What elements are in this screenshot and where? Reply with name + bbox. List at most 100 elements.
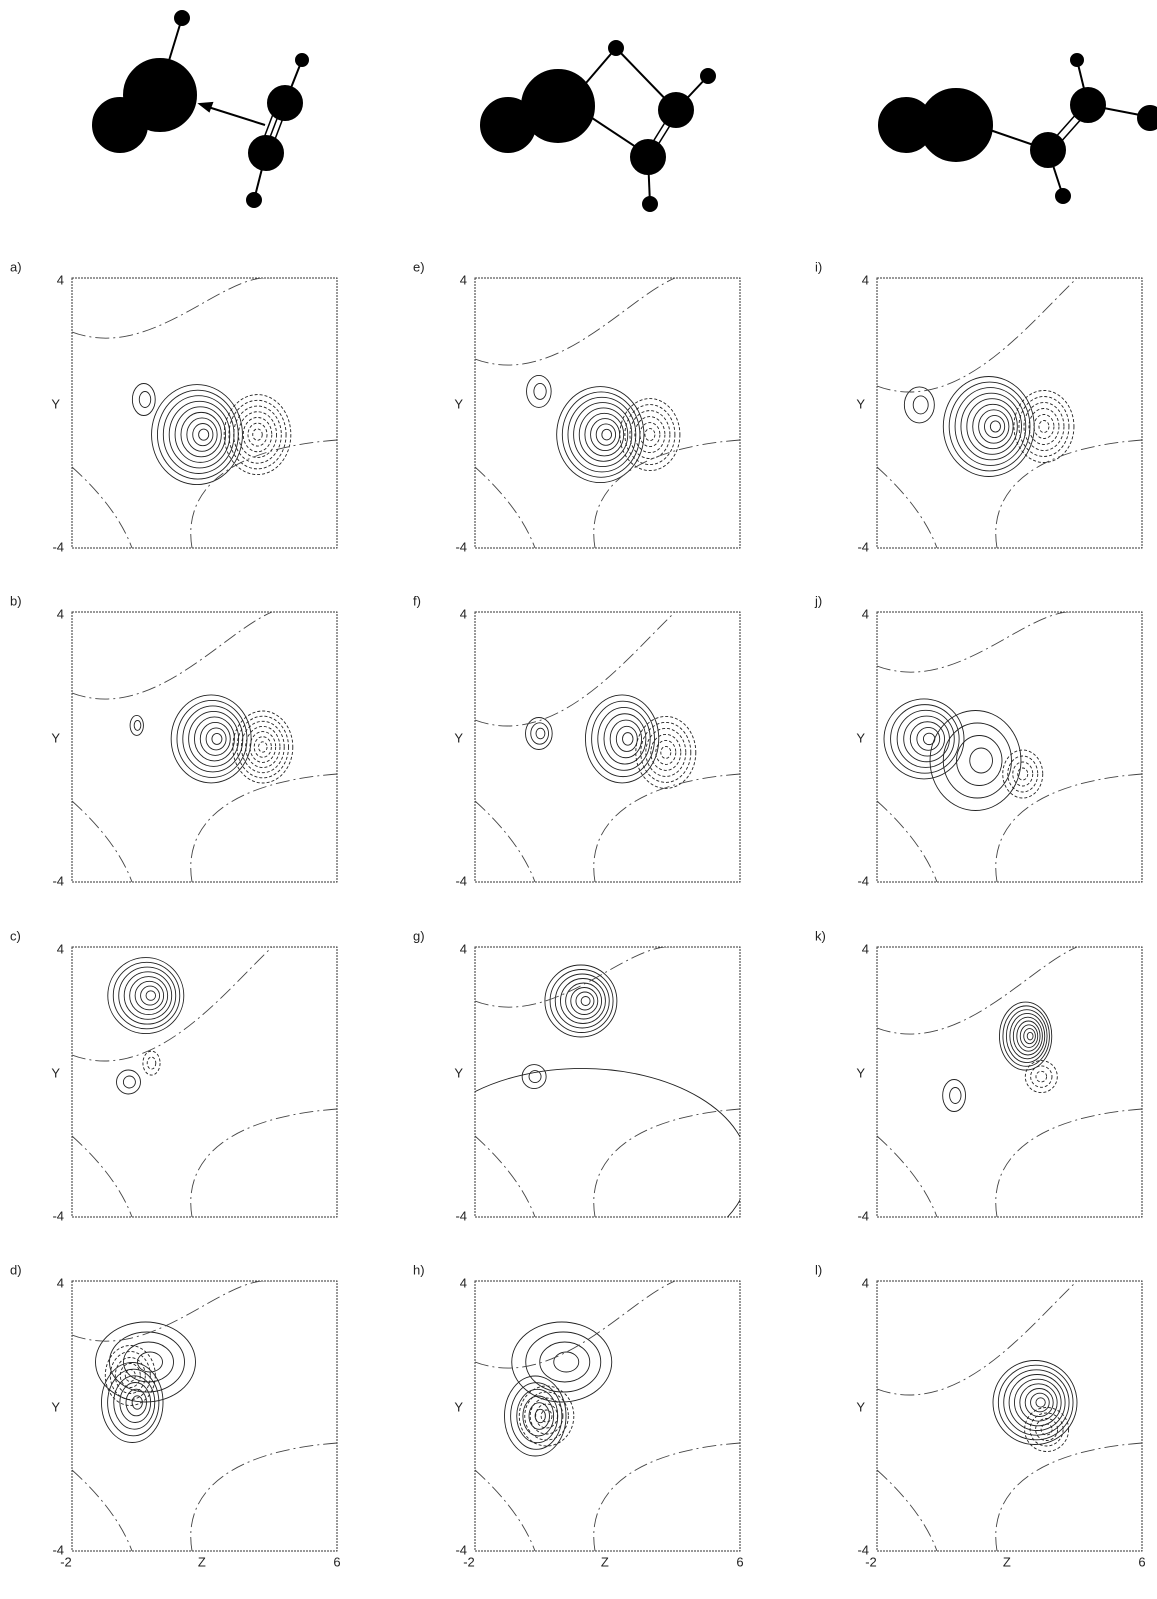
- contour-line: [1028, 408, 1060, 445]
- y-axis-label: Y: [856, 730, 865, 745]
- contour-line: [123, 1341, 174, 1383]
- zero-contour: [877, 612, 1077, 673]
- contour-line: [249, 731, 277, 763]
- contour-line: [942, 1079, 966, 1112]
- contour-line: [1019, 1383, 1058, 1422]
- contour-line: [535, 1403, 558, 1429]
- contour-line: [140, 985, 161, 1006]
- panel-label: h): [413, 1262, 425, 1277]
- contour-line: [109, 1351, 151, 1400]
- contour-line: [534, 1408, 546, 1424]
- contour-line: [528, 1070, 542, 1084]
- contour-line: [948, 381, 1031, 472]
- x-axis-label: Z: [198, 1554, 206, 1569]
- contour-panel: i) 4 -4 Y: [815, 259, 1143, 554]
- panel-label: k): [815, 928, 826, 943]
- zero-contour: [877, 1135, 938, 1217]
- zero-contour: [475, 278, 676, 366]
- y-tick-label: 4: [862, 1275, 869, 1290]
- contour-line: [1012, 761, 1034, 787]
- contour-line: [903, 386, 935, 424]
- contours: [475, 947, 740, 1217]
- panel-label: a): [10, 259, 22, 274]
- y-tick-label: -4: [52, 1208, 64, 1223]
- zero-contour: [190, 1108, 337, 1217]
- zero-contour: [995, 1442, 1142, 1551]
- contour-line: [525, 717, 553, 750]
- contour-line: [107, 957, 185, 1035]
- contour-line: [595, 423, 617, 446]
- contour-line: [107, 1368, 160, 1437]
- contour-line: [112, 961, 181, 1030]
- contour-line: [525, 1331, 602, 1393]
- y-tick-label: 4: [460, 272, 467, 287]
- contour-line: [622, 732, 634, 746]
- plot-frame: [71, 1280, 338, 1552]
- contour-panel: j) 4 -4 Y: [814, 593, 1143, 888]
- contour-line: [1002, 749, 1044, 799]
- y-tick-label: -4: [857, 539, 869, 554]
- zero-contour: [72, 466, 133, 548]
- contour-line: [1023, 402, 1065, 451]
- y-axis-label: Y: [454, 396, 463, 411]
- contour-line: [535, 727, 546, 740]
- contour-line: [129, 714, 144, 736]
- y-tick-label: -4: [52, 1542, 64, 1557]
- zero-contour: [190, 773, 337, 882]
- contour-line: [650, 733, 682, 771]
- contour-line: [1035, 1418, 1059, 1441]
- x-tick-label: 6: [333, 1554, 340, 1569]
- plot-frame: [876, 611, 1143, 883]
- contour-line: [912, 395, 929, 415]
- plot-frame: [71, 277, 338, 549]
- contour-line: [186, 417, 218, 452]
- contour-line: [916, 727, 941, 751]
- contour-line: [1040, 1423, 1053, 1436]
- plot-frame: [71, 946, 338, 1218]
- y-axis-label: Y: [454, 1065, 463, 1080]
- contour-line: [124, 1369, 136, 1382]
- contour-line: [1023, 1028, 1036, 1045]
- contour-line: [138, 391, 152, 408]
- contour-line: [1024, 1388, 1054, 1417]
- contour-line: [151, 384, 243, 486]
- contour-line: [232, 710, 294, 784]
- panel-label: i): [815, 259, 822, 274]
- contours: [72, 947, 337, 1217]
- contour-line: [205, 727, 227, 751]
- contour-line: [603, 713, 647, 765]
- y-axis-label: Y: [51, 396, 60, 411]
- contours: [72, 278, 337, 548]
- contour-panel: d) 4 -4 Y -2 6 Z: [10, 1262, 341, 1569]
- contour-line: [1030, 1065, 1053, 1088]
- contour-line: [619, 398, 681, 472]
- contour-line: [518, 1385, 575, 1447]
- zero-contour: [72, 1469, 133, 1551]
- contour-line: [145, 990, 156, 1001]
- contour-line: [109, 1331, 185, 1393]
- contours: [475, 612, 740, 882]
- y-tick-label: -4: [52, 873, 64, 888]
- contour-line: [252, 428, 263, 441]
- contour-line: [1038, 420, 1050, 433]
- zero-contour: [475, 1469, 536, 1551]
- contour-line: [591, 700, 655, 778]
- y-tick-label: 4: [460, 941, 467, 956]
- contour-line: [188, 710, 240, 767]
- contour-line: [909, 721, 946, 757]
- zero-contour: [475, 612, 676, 727]
- contour-line: [559, 978, 606, 1024]
- contour-line: [561, 391, 641, 478]
- contour-line: [629, 410, 671, 460]
- y-axis-label: Y: [856, 396, 865, 411]
- contour-line: [544, 964, 618, 1038]
- contour-line: [954, 387, 1027, 466]
- contour-line: [660, 745, 672, 759]
- contour-line: [997, 1364, 1074, 1441]
- zero-contour: [877, 1281, 1078, 1396]
- zero-contour: [995, 773, 1142, 882]
- contour-panel: h) 4 -4 Y -2 6 Z: [413, 1262, 744, 1569]
- contour-line: [1016, 1020, 1041, 1052]
- y-axis-label: Y: [856, 1065, 865, 1080]
- y-axis-label: Y: [51, 730, 60, 745]
